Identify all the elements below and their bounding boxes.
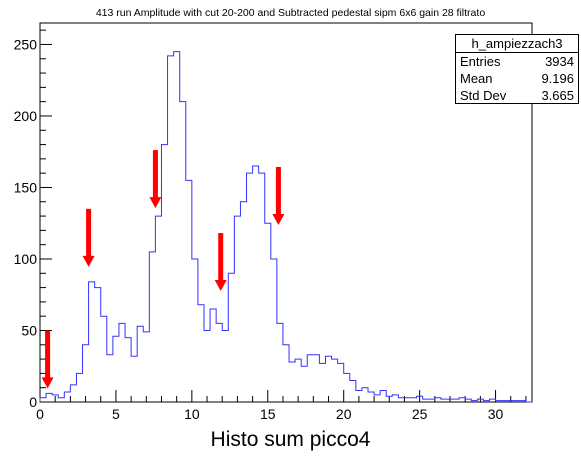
stats-row-entries: Entries 3934: [456, 53, 578, 70]
peak-arrow: [214, 233, 227, 292]
annotation-arrows: [41, 150, 285, 389]
stats-stddev-value: 3.665: [541, 88, 574, 103]
x-tick-label: 25: [412, 406, 428, 422]
y-tick-label: 250: [14, 36, 38, 52]
peak-arrow: [272, 166, 285, 225]
x-tick-labels: 0 5 10 15 20 25 30: [36, 406, 503, 422]
x-tick-label: 0: [36, 406, 44, 422]
x-tick-label: 15: [260, 406, 276, 422]
chart-title: 413 run Amplitude with cut 20-200 and Su…: [95, 7, 486, 19]
y-tick-label: 100: [14, 251, 38, 267]
x-tick-label: 10: [184, 406, 200, 422]
y-tick-labels: 0 50 100 150 200 250: [14, 36, 38, 410]
plot-frame: [39, 22, 533, 403]
x-axis-title: Histo sum picco4: [210, 428, 371, 451]
y-tick-label: 50: [21, 322, 37, 338]
peak-arrow: [82, 208, 95, 267]
stats-mean-value: 9.196: [541, 71, 574, 86]
stats-box: h_ampiezzach3 Entries 3934 Mean 9.196 St…: [455, 34, 579, 104]
stats-row-stddev: Std Dev 3.665: [456, 87, 578, 104]
x-tick-label: 5: [112, 406, 120, 422]
y-tick-label: 150: [14, 179, 38, 195]
y-tick-label: 0: [29, 394, 37, 410]
stats-mean-label: Mean: [460, 71, 493, 86]
stats-histogram-name: h_ampiezzach3: [456, 35, 578, 53]
x-tick-label: 30: [488, 406, 504, 422]
x-tick-label: 20: [336, 406, 352, 422]
peak-arrow: [41, 330, 54, 389]
stats-entries-label: Entries: [460, 54, 501, 69]
y-tick-label: 200: [14, 108, 38, 124]
peak-arrow: [149, 150, 162, 209]
axis-ticks: [39, 29, 527, 403]
stats-entries-value: 3934: [545, 54, 574, 69]
stats-row-mean: Mean 9.196: [456, 70, 578, 87]
histogram-series: [39, 51, 532, 403]
stats-stddev-label: Std Dev: [460, 88, 507, 103]
